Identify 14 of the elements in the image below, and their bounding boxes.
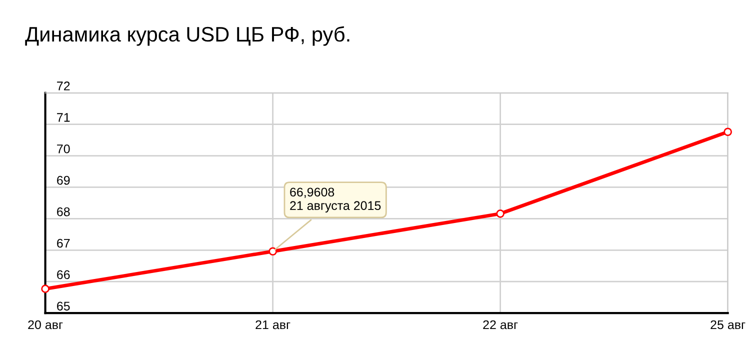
x-tick-label: 21 авг [256, 320, 290, 330]
x-tick-label: 25 авг [710, 320, 746, 330]
y-tick-label: 70 [57, 144, 70, 154]
y-tick-label: 68 [57, 207, 70, 216]
annotation: 66,9608 21 августа 2015 [290, 188, 381, 212]
x-tick-label: 20 авг [28, 320, 63, 330]
y-tick-label: 66 [57, 270, 70, 280]
y-tick-label: 67 [57, 238, 70, 248]
y-tick-label: 71 [57, 113, 70, 122]
y-tick-label: 72 [57, 82, 70, 90]
x-tick-label: 22 авг [483, 320, 518, 330]
y-tick-label: 69 [57, 176, 70, 185]
chart-title: Динамика курса USD ЦБ РФ, руб. [25, 26, 350, 46]
y-tick-label: 65 [57, 302, 70, 311]
